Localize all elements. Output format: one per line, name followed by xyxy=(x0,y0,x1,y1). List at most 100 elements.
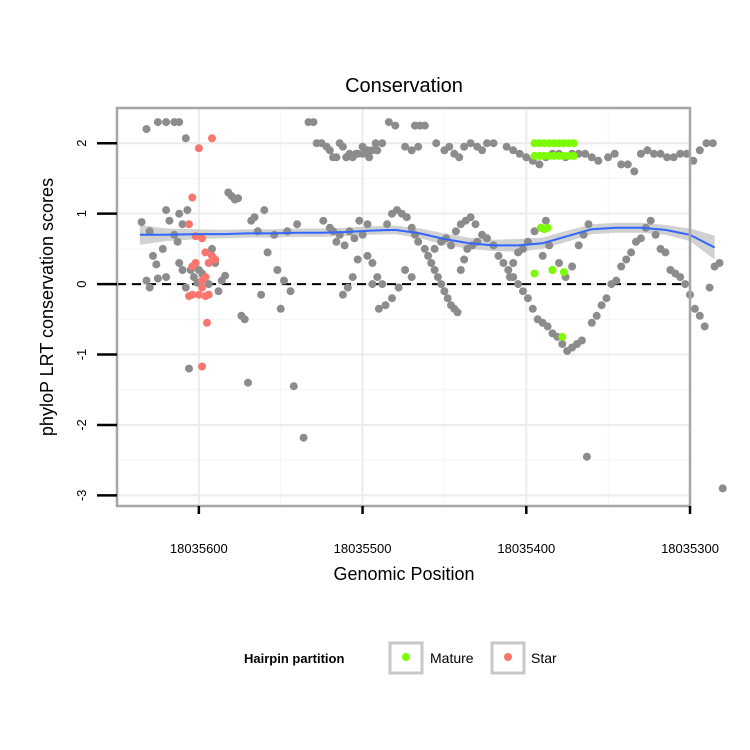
point-other xyxy=(353,149,362,158)
point-other xyxy=(414,237,423,246)
point-other xyxy=(630,167,639,176)
point-other xyxy=(437,280,446,289)
point-other xyxy=(424,251,433,260)
point-other xyxy=(394,283,403,292)
point-other xyxy=(332,153,341,162)
point-other xyxy=(173,237,182,246)
point-other xyxy=(504,266,513,274)
point-star xyxy=(194,290,203,299)
point-other xyxy=(363,220,372,229)
point-other xyxy=(145,227,154,236)
point-other xyxy=(466,213,475,222)
point-other xyxy=(582,452,591,461)
point-other xyxy=(145,283,154,292)
point-other xyxy=(414,142,423,151)
y-tick-label: -1 xyxy=(74,349,89,361)
point-other xyxy=(158,244,167,253)
point-star xyxy=(201,248,210,257)
point-other xyxy=(617,160,626,169)
point-other xyxy=(178,220,187,229)
point-star xyxy=(204,259,213,267)
point-other xyxy=(162,273,171,282)
point-other xyxy=(420,244,429,253)
point-other xyxy=(440,287,449,296)
point-other xyxy=(208,244,216,253)
point-other xyxy=(509,259,518,267)
point-other xyxy=(574,241,583,250)
point-other xyxy=(214,287,223,296)
point-other xyxy=(530,227,539,236)
point-star xyxy=(198,234,207,243)
point-other xyxy=(283,227,292,236)
point-other xyxy=(700,322,709,331)
point-other xyxy=(286,287,295,296)
point-other xyxy=(378,280,387,289)
point-other xyxy=(430,266,439,274)
point-other xyxy=(627,248,636,257)
point-other xyxy=(234,194,243,203)
x-tick-label: 18035400 xyxy=(497,541,555,556)
point-other xyxy=(401,266,410,274)
point-other xyxy=(430,244,439,253)
point-other xyxy=(368,280,377,289)
point-other xyxy=(407,273,416,282)
point-other xyxy=(183,206,192,215)
point-other xyxy=(137,218,146,227)
point-other xyxy=(502,142,511,151)
plot-background xyxy=(117,108,690,506)
point-other xyxy=(162,118,171,127)
point-star xyxy=(198,283,207,292)
point-other xyxy=(378,139,387,148)
point-other xyxy=(489,139,498,148)
point-other xyxy=(388,294,396,303)
legend-title: Hairpin partition xyxy=(244,651,344,666)
point-star xyxy=(203,318,211,327)
point-other xyxy=(602,294,611,303)
point-other xyxy=(373,273,382,282)
point-other xyxy=(175,209,184,218)
point-other xyxy=(577,336,586,345)
point-other xyxy=(466,139,475,148)
point-other xyxy=(669,153,678,162)
point-other xyxy=(689,156,698,165)
point-other xyxy=(355,216,364,225)
point-other xyxy=(153,118,162,127)
plot-area xyxy=(115,106,727,508)
point-other xyxy=(181,134,190,143)
point-other xyxy=(656,149,665,158)
point-other xyxy=(363,251,372,260)
point-other xyxy=(610,149,619,158)
point-other xyxy=(702,139,711,148)
point-star xyxy=(201,273,210,282)
x-tick-label: 18035300 xyxy=(661,541,719,556)
point-other xyxy=(407,146,416,155)
point-other xyxy=(592,311,601,320)
point-other xyxy=(460,142,469,151)
point-other xyxy=(153,274,162,283)
point-star xyxy=(188,262,197,271)
x-axis-title: Genomic Position xyxy=(333,564,474,584)
point-other xyxy=(663,153,672,162)
point-other xyxy=(181,283,190,292)
point-other xyxy=(650,149,658,158)
point-other xyxy=(340,241,349,250)
point-other xyxy=(338,142,347,151)
point-other xyxy=(273,266,282,274)
smooth-trend xyxy=(139,226,716,249)
point-other xyxy=(681,280,690,289)
point-other xyxy=(374,304,383,313)
point-other xyxy=(358,230,367,239)
point-other xyxy=(682,149,691,158)
point-other xyxy=(450,149,459,158)
point-other xyxy=(528,304,537,313)
point-other xyxy=(299,433,308,442)
y-axis: -3 -2 -1 0 1 2 xyxy=(74,140,117,501)
point-other xyxy=(384,118,393,127)
point-other xyxy=(623,160,632,169)
point-other xyxy=(676,273,685,282)
point-star xyxy=(204,290,213,299)
point-other xyxy=(523,294,532,303)
point-other xyxy=(587,318,596,327)
point-other xyxy=(371,139,380,148)
point-other xyxy=(391,121,400,130)
